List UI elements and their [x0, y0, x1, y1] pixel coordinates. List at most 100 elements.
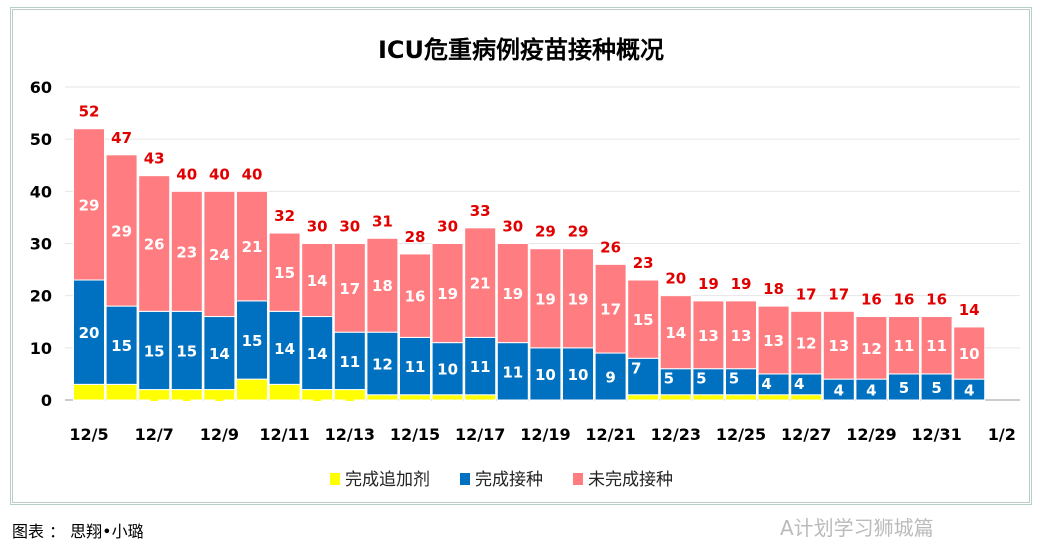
data-label: 23	[176, 243, 197, 261]
data-label: 14	[209, 345, 230, 363]
y-tick-label: 20	[30, 287, 52, 306]
data-label: 21	[470, 275, 491, 293]
chart-title: ICU危重病例疫苗接种概况	[378, 36, 664, 64]
data-label: 29	[111, 222, 132, 240]
bar-segment	[627, 279, 660, 359]
data-label: 7	[631, 359, 641, 377]
total-label: 20	[665, 270, 686, 288]
watermark: A计划学习狮城篇	[780, 516, 934, 540]
bar-segment	[953, 326, 986, 380]
x-tick-label: 12/27	[781, 425, 831, 444]
bar-segment	[333, 331, 366, 391]
data-label: 13	[828, 337, 849, 355]
total-label: 14	[959, 301, 980, 319]
data-label: 19	[568, 290, 589, 308]
bar-segment	[822, 310, 855, 380]
data-label: 4	[761, 375, 771, 393]
total-label: 30	[437, 218, 458, 236]
data-label: 2	[149, 387, 159, 405]
data-label: 13	[763, 332, 784, 350]
bar-segment	[73, 128, 105, 281]
legend-label: 完成接种	[475, 470, 543, 490]
bar-segment	[627, 357, 660, 396]
data-label: 10	[535, 366, 556, 384]
data-label: 17	[339, 280, 360, 298]
x-tick-label: 12/31	[911, 425, 961, 444]
data-label: 5	[664, 370, 674, 388]
total-label: 26	[600, 238, 621, 256]
data-label: 21	[242, 238, 263, 256]
data-label: 5	[931, 379, 941, 397]
bar-segment	[268, 232, 301, 312]
bar-segment	[301, 243, 334, 318]
data-label: 14	[665, 324, 686, 342]
total-label: 29	[568, 223, 589, 241]
bar-segment	[464, 227, 497, 338]
bar-segment	[692, 368, 725, 396]
x-tick-label: 12/17	[455, 425, 505, 444]
data-label: 4	[866, 382, 876, 400]
bar-segment	[236, 300, 268, 380]
bar-segment	[888, 373, 920, 401]
y-tick-label: 10	[30, 339, 52, 358]
legend-swatch	[460, 473, 470, 485]
total-label: 16	[894, 291, 915, 309]
bar-segment	[659, 295, 692, 370]
data-label: 15	[274, 264, 295, 282]
data-label: 26	[144, 236, 165, 254]
legend-swatch	[330, 473, 340, 485]
data-label: 11	[502, 363, 523, 381]
bar-segment	[236, 190, 268, 302]
bar-segment	[496, 243, 529, 344]
data-label: 5	[899, 379, 909, 397]
data-label: 19	[437, 285, 458, 303]
data-label: 24	[209, 246, 230, 264]
bar-segment	[366, 237, 399, 333]
bar-segment	[529, 347, 562, 401]
data-label: 10	[437, 361, 458, 379]
x-tick-label: 12/13	[325, 425, 375, 444]
data-label: 2	[214, 387, 224, 405]
bar-segment	[138, 175, 171, 312]
total-label: 52	[79, 103, 100, 121]
bar-segment	[431, 243, 464, 344]
x-tick-label: 12/21	[585, 425, 635, 444]
bar-segment	[431, 342, 464, 396]
bar-segment	[301, 316, 334, 391]
x-tick-label: 12/5	[69, 425, 108, 444]
data-label: 11	[470, 358, 491, 376]
x-tick-label: 12/29	[846, 425, 896, 444]
chart-frame	[10, 7, 1032, 505]
data-label: 3	[116, 384, 126, 402]
data-label: 10	[568, 366, 589, 384]
data-label: 10	[959, 345, 980, 363]
total-label: 17	[828, 285, 849, 303]
data-label: 13	[731, 327, 752, 345]
y-tick-label: 0	[41, 391, 52, 410]
bar-segment	[203, 316, 236, 391]
bar-segment	[105, 154, 138, 307]
data-label: 11	[926, 337, 947, 355]
data-label: 15	[176, 342, 197, 360]
total-label: 28	[405, 228, 426, 246]
total-label: 16	[926, 291, 947, 309]
data-label: 17	[600, 301, 621, 319]
data-label: 13	[698, 327, 719, 345]
data-label: 20	[79, 324, 100, 342]
data-label: 15	[242, 332, 263, 350]
data-label: 11	[339, 353, 360, 371]
legend-swatch	[573, 473, 583, 485]
y-tick-label: 30	[30, 235, 52, 254]
bar-segment	[268, 310, 301, 385]
x-tick-label: 12/19	[520, 425, 570, 444]
data-label: 2	[345, 387, 355, 405]
bar-segment	[203, 190, 236, 318]
x-tick-label: 12/11	[259, 425, 309, 444]
total-label: 32	[274, 207, 295, 225]
data-label: 9	[605, 369, 615, 387]
bar-segment	[333, 243, 366, 333]
total-label: 30	[307, 218, 328, 236]
caption: 图表 ： 思翔•小璐	[12, 522, 144, 541]
y-tick-label: 60	[30, 78, 52, 97]
